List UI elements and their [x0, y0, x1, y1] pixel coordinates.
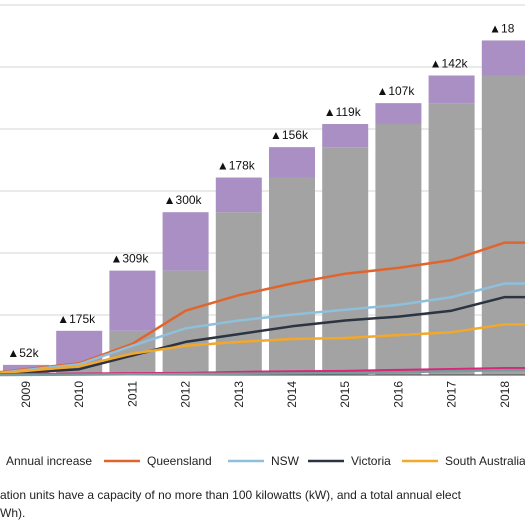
- x-tick-2009: 2009: [19, 381, 33, 408]
- legend-label-south-australia: South Australia: [445, 454, 525, 468]
- bar-cumulative-2012: [162, 270, 209, 375]
- series-line-queensland: [0, 241, 525, 374]
- x-tick-2018: 2018: [498, 381, 512, 408]
- footnote-line-1: ation units have a capacity of no more t…: [0, 488, 461, 502]
- bar-label-2015: ▲119k: [324, 105, 362, 119]
- x-tick-2015: 2015: [338, 381, 352, 408]
- legend-label-annual-increase: Annual increase: [6, 454, 92, 468]
- bar-increase-2016: [375, 103, 422, 124]
- x-tick-2014: 2014: [285, 381, 299, 408]
- legend: Annual increase Queensland NSW Victoria Sout…: [6, 454, 525, 468]
- bar-cumulative-2014: [269, 177, 315, 375]
- x-tick-2011: 2011: [125, 381, 139, 407]
- bar-label-2013: ▲178k: [217, 159, 256, 173]
- series-lines: [0, 241, 525, 377]
- bar-increase-2012: [162, 212, 209, 271]
- bar-label-2017: ▲142k: [430, 56, 469, 70]
- bar-increase-2014: [269, 147, 315, 178]
- x-tick-2010: 2010: [72, 381, 86, 408]
- x-tick-2017: 2017: [445, 381, 459, 408]
- bar-label-2014: ▲156k: [270, 128, 309, 142]
- bar-label-2010: ▲175k: [57, 312, 96, 326]
- legend-label-nsw: NSW: [271, 454, 300, 468]
- x-tick-2012: 2012: [179, 381, 193, 408]
- bar-label-2018: ▲18: [489, 21, 515, 35]
- series-line-nsw: [0, 282, 525, 374]
- bar-increase-2013: [215, 177, 262, 213]
- bar-increase-2011: [109, 270, 156, 331]
- series-line-unlabeled-5: [0, 368, 525, 377]
- bar-cumulative-2016: [375, 123, 422, 375]
- bar-cumulative-2015: [322, 147, 369, 375]
- bar-cumulative-2018: [481, 75, 525, 375]
- legend-label-victoria: Victoria: [351, 454, 391, 468]
- bar-labels: ▲52k ▲175k ▲309k ▲300k ▲178k ▲156k ▲119k ▲107k ▲…: [7, 21, 514, 359]
- grid-lines: [0, 4, 525, 316]
- bar-label-2011: ▲309k: [110, 252, 149, 266]
- bar-label-2009: ▲52k: [7, 346, 39, 360]
- legend-label-queensland: Queensland: [147, 454, 212, 468]
- bar-cumulative-2013: [215, 212, 262, 375]
- bar-increase-2018: [481, 40, 525, 76]
- series-line-south-australia: [0, 323, 525, 375]
- bar-increase-2015: [322, 123, 369, 148]
- bar-label-2012: ▲300k: [164, 193, 203, 207]
- x-tick-labels: 2009 2010 2011 2012 2013 2014 2015 2016 2017 2018: [19, 381, 512, 408]
- x-tick-2016: 2016: [391, 381, 405, 408]
- series-line-victoria: [0, 295, 525, 376]
- footnote-line-2: Wh).: [0, 506, 26, 520]
- bar-increase-2017: [428, 75, 475, 104]
- bars: [0, 40, 525, 376]
- bar-label-2016: ▲107k: [376, 84, 415, 98]
- x-tick-2013: 2013: [232, 381, 246, 408]
